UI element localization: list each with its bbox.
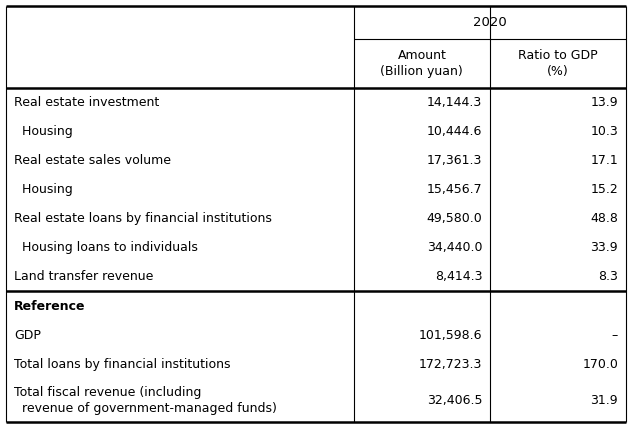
- Text: Amount
(Billion yuan): Amount (Billion yuan): [380, 49, 463, 77]
- Text: 33.9: 33.9: [590, 241, 618, 254]
- Text: 10.3: 10.3: [590, 125, 618, 138]
- Text: Real estate investment: Real estate investment: [14, 96, 159, 109]
- Text: Housing: Housing: [14, 183, 73, 196]
- Text: 13.9: 13.9: [590, 96, 618, 109]
- Text: 49,580.0: 49,580.0: [427, 212, 482, 225]
- Text: 31.9: 31.9: [590, 394, 618, 407]
- Text: 8.3: 8.3: [599, 270, 618, 283]
- Text: 172,723.3: 172,723.3: [419, 358, 482, 371]
- Text: Reference: Reference: [14, 300, 85, 312]
- Text: 2020: 2020: [473, 16, 507, 29]
- Text: 14,144.3: 14,144.3: [427, 96, 482, 109]
- Text: Housing: Housing: [14, 125, 73, 138]
- Text: Total loans by financial institutions: Total loans by financial institutions: [14, 358, 231, 371]
- Text: 17.1: 17.1: [590, 154, 618, 167]
- Text: 10,444.6: 10,444.6: [427, 125, 482, 138]
- Text: GDP: GDP: [14, 329, 41, 342]
- Text: 15.2: 15.2: [590, 183, 618, 196]
- Text: 34,440.0: 34,440.0: [427, 241, 482, 254]
- Text: 8,414.3: 8,414.3: [435, 270, 482, 283]
- Text: Total fiscal revenue (including
  revenue of government-managed funds): Total fiscal revenue (including revenue …: [14, 386, 277, 415]
- Text: Housing loans to individuals: Housing loans to individuals: [14, 241, 198, 254]
- Text: 15,456.7: 15,456.7: [427, 183, 482, 196]
- Text: 101,598.6: 101,598.6: [419, 329, 482, 342]
- Text: Real estate loans by financial institutions: Real estate loans by financial instituti…: [14, 212, 272, 225]
- Text: 170.0: 170.0: [582, 358, 618, 371]
- Text: Land transfer revenue: Land transfer revenue: [14, 270, 154, 283]
- Text: 17,361.3: 17,361.3: [427, 154, 482, 167]
- Text: Real estate sales volume: Real estate sales volume: [14, 154, 171, 167]
- Text: –: –: [612, 329, 618, 342]
- Text: 32,406.5: 32,406.5: [427, 394, 482, 407]
- Text: 48.8: 48.8: [590, 212, 618, 225]
- Text: Ratio to GDP
(%): Ratio to GDP (%): [518, 49, 597, 77]
